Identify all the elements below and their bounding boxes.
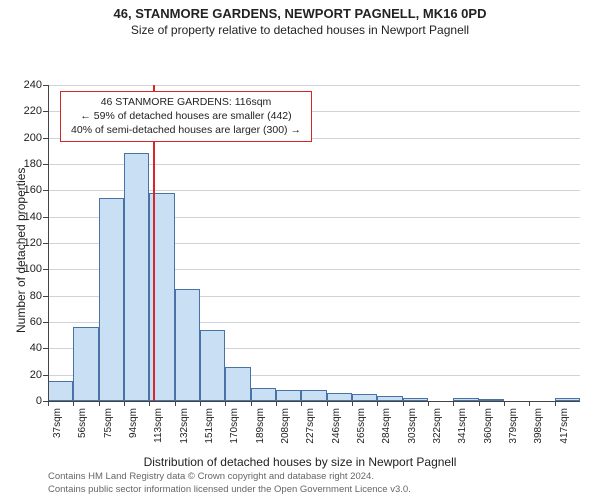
y-axis-label: Number of detached properties (14, 168, 28, 333)
x-tick-label: 113sqm (153, 408, 164, 443)
x-tick-label: 75sqm (103, 408, 114, 438)
x-tick-label: 227sqm (305, 408, 316, 444)
histogram-bar (301, 390, 326, 401)
y-tick-label: 20 (12, 369, 42, 381)
x-tick-label: 398sqm (533, 408, 544, 444)
x-tick-label: 132sqm (179, 408, 190, 444)
histogram-bar (48, 381, 73, 401)
attribution-footer: Contains HM Land Registry data © Crown c… (48, 471, 590, 496)
x-tick-label: 284sqm (381, 408, 392, 444)
y-tick-label: 220 (12, 105, 42, 117)
footer-line-1: Contains HM Land Registry data © Crown c… (48, 471, 590, 483)
chart-container: 020406080100120140160180200220240 37sqm5… (0, 41, 600, 441)
y-axis-line (48, 85, 49, 401)
y-tick-label: 40 (12, 342, 42, 354)
x-axis-label: Distribution of detached houses by size … (0, 455, 600, 469)
x-tick-label: 94sqm (128, 408, 139, 438)
x-tick-label: 379sqm (508, 408, 519, 444)
x-tick-label: 151sqm (204, 408, 215, 444)
x-tick-label: 341sqm (457, 408, 468, 444)
x-tick-label: 322sqm (432, 408, 443, 444)
callout-line: 46 STANMORE GARDENS: 116sqm (68, 95, 304, 109)
histogram-bar (225, 367, 250, 401)
x-tick-label: 208sqm (280, 408, 291, 444)
reference-callout: 46 STANMORE GARDENS: 116sqm← 59% of deta… (60, 91, 312, 142)
y-tick-label: 240 (12, 79, 42, 91)
histogram-bar (251, 388, 276, 401)
histogram-bar (124, 153, 149, 401)
x-tick-label: 189sqm (255, 408, 266, 444)
x-tick-label: 37sqm (52, 408, 63, 438)
x-tick-label: 246sqm (331, 408, 342, 444)
x-tick-label: 303sqm (407, 408, 418, 444)
histogram-bar (99, 198, 124, 401)
x-tick-label: 417sqm (559, 408, 570, 444)
histogram-bar (73, 327, 98, 401)
histogram-bar (327, 393, 352, 401)
histogram-bar (276, 390, 301, 401)
callout-line: ← 59% of detached houses are smaller (44… (68, 109, 304, 123)
grid-line (48, 85, 580, 86)
x-tick-label: 56sqm (77, 408, 88, 438)
histogram-bar (200, 330, 225, 401)
chart-title-main: 46, STANMORE GARDENS, NEWPORT PAGNELL, M… (0, 0, 600, 21)
histogram-bar (352, 394, 377, 401)
y-tick-label: 0 (12, 395, 42, 407)
callout-line: 40% of semi-detached houses are larger (… (68, 123, 304, 137)
footer-line-2: Contains public sector information licen… (48, 484, 590, 496)
x-tick-label: 170sqm (229, 408, 240, 444)
x-axis-line (48, 401, 580, 402)
chart-title-sub: Size of property relative to detached ho… (0, 21, 600, 41)
x-tick-label: 360sqm (483, 408, 494, 444)
x-tick-label: 265sqm (356, 408, 367, 444)
y-tick-label: 200 (12, 132, 42, 144)
histogram-bar (175, 289, 200, 401)
